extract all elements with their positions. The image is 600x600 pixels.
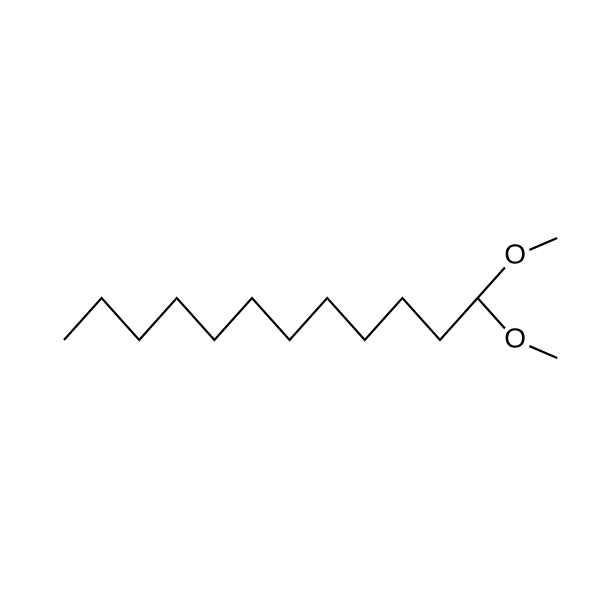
background	[0, 0, 600, 600]
atom-label-O-top: O	[504, 238, 526, 269]
molecule-canvas: OO	[0, 0, 600, 600]
atom-label-O-bottom: O	[504, 322, 526, 353]
